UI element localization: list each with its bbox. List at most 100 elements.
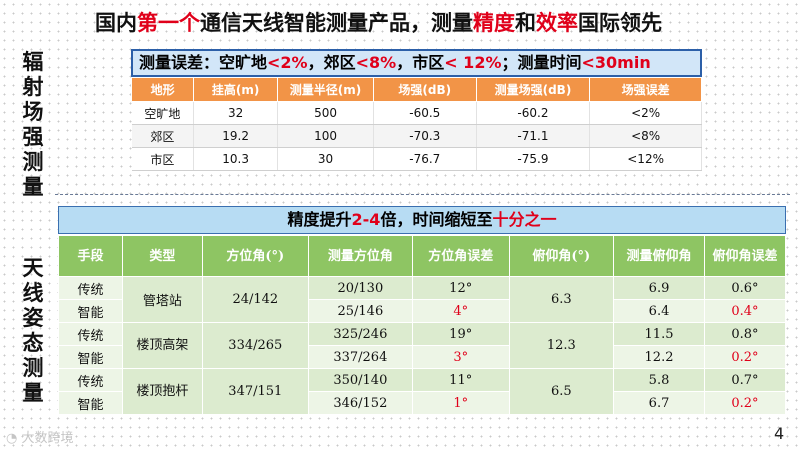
table-row: 智能 25/146 4° 6.4 0.4°: [57, 299, 787, 323]
cell-field: -70.3: [373, 124, 477, 148]
banner-text: ，郊区: [307, 53, 356, 72]
radiation-section-label: 辐射场强测量: [22, 50, 44, 199]
cell-azimuth-error: 3°: [411, 345, 510, 369]
cell-measured-tilt: 6.7: [613, 391, 705, 415]
cell-measured-tilt: 11.5: [613, 322, 705, 346]
watermark: ◔ 大数跨境: [6, 427, 74, 446]
cell-radius: 100: [277, 124, 374, 148]
cell-method: 智能: [57, 345, 124, 369]
cell-radius: 500: [277, 101, 374, 125]
cell-tilt-error: 0.2°: [703, 391, 787, 415]
cell-measured-tilt: 12.2: [613, 345, 705, 369]
attitude-accuracy-banner: 精度提升2-4倍，时间缩短至十分之一: [58, 206, 786, 234]
table-row: 传统 楼顶高架 334/265 325/246 19° 12.3 11.5 0.…: [57, 322, 787, 369]
cell-terrain: 郊区: [131, 124, 195, 148]
cell-tilt-error: 0.7°: [703, 368, 787, 392]
cell-measured-field: -71.1: [476, 124, 591, 148]
watermark-logo-icon: ◔: [6, 431, 18, 446]
cell-tilt: 12.3: [508, 322, 615, 369]
header-cell: 方位角(°): [201, 235, 309, 277]
header-cell: 测量方位角: [307, 235, 413, 277]
slide-title: 国内第一个通信天线智能测量产品，测量精度和效率国际领先: [95, 6, 775, 40]
cell-method: 传统: [57, 276, 124, 300]
cell-type: 楼顶抱杆: [122, 368, 203, 415]
cell-azimuth-error: 1°: [411, 391, 510, 415]
header-cell: 挂高(m): [193, 77, 279, 102]
cell-terrain: 空旷地: [131, 101, 195, 125]
cell-measured-tilt: 6.4: [613, 299, 705, 323]
title-highlight: 精度: [473, 11, 515, 35]
radiation-table-header: 地形 挂高(m) 测量半径(m) 场强(dB) 测量场强(dB) 场强误差: [130, 77, 702, 102]
banner-value: <30min: [581, 53, 651, 72]
cell-field: -60.5: [373, 101, 477, 125]
cell-field-error: <2%: [589, 101, 702, 125]
header-cell: 场强误差: [589, 77, 702, 102]
banner-value: 2-4: [351, 210, 381, 229]
header-cell: 测量场强(dB): [475, 77, 591, 102]
banner-value: 十分之一: [492, 210, 557, 229]
cell-height: 32: [193, 101, 279, 125]
attitude-table: 手段 类型 方位角(°) 测量方位角 方位角误差 俯仰角(°) 测量俯仰角 俯仰…: [57, 235, 787, 415]
cell-azimuth-error: 12°: [411, 276, 510, 300]
cell-azimuth: 334/265: [201, 322, 309, 369]
cell-tilt-error: 0.4°: [703, 299, 787, 323]
banner-text: ；测量时间: [501, 53, 582, 72]
title-text: 国际领先: [578, 11, 662, 35]
cell-measured-field: -60.2: [476, 101, 591, 125]
table-row: 智能 337/264 3° 12.2 0.2°: [57, 345, 787, 369]
cell-azimuth: 347/151: [201, 368, 309, 415]
cell-measured-azimuth: 25/146: [307, 299, 413, 323]
header-cell: 场强(dB): [372, 77, 477, 102]
attitude-table-header: 手段 类型 方位角(°) 测量方位角 方位角误差 俯仰角(°) 测量俯仰角 俯仰…: [57, 235, 787, 277]
cell-measured-field: -75.9: [476, 147, 591, 171]
cell-measured-tilt: 5.8: [613, 368, 705, 392]
banner-value: <2%: [267, 53, 308, 72]
cell-field-error: <8%: [589, 124, 702, 148]
cell-azimuth-error: 19°: [411, 322, 510, 346]
cell-radius: 30: [277, 147, 374, 171]
cell-azimuth-error: 11°: [411, 368, 510, 392]
cell-measured-azimuth: 325/246: [307, 322, 413, 346]
cell-height: 19.2: [193, 124, 279, 148]
page-number: 4: [774, 424, 785, 443]
cell-method: 传统: [57, 368, 124, 392]
title-highlight: 效率: [536, 11, 578, 35]
cell-method: 智能: [57, 391, 124, 415]
table-row: 传统 楼顶抱杆 347/151 350/140 11° 6.5 5.8 0.7°: [57, 368, 787, 415]
cell-measured-azimuth: 20/130: [307, 276, 413, 300]
banner-value: < 12%: [444, 53, 502, 72]
header-cell: 测量俯仰角: [613, 235, 705, 277]
cell-measured-azimuth: 350/140: [307, 368, 413, 392]
title-text: 通信天线智能测量产品，测量: [200, 11, 473, 35]
cell-tilt: 6.3: [508, 276, 615, 323]
table-row: 郊区 19.2 100 -70.3 -71.1 <8%: [131, 124, 702, 148]
cell-field: -76.7: [373, 147, 477, 171]
radiation-error-banner: 测量误差：空旷地<2%，郊区<8%，市区< 12%；测量时间<30min: [131, 49, 702, 77]
cell-type: 楼顶高架: [122, 322, 203, 369]
cell-tilt: 6.5: [508, 368, 615, 415]
header-cell: 俯仰角(°): [508, 235, 615, 277]
header-cell: 地形: [130, 77, 195, 102]
banner-text: ，市区: [396, 53, 445, 72]
header-cell: 测量半径(m): [277, 77, 374, 102]
cell-tilt-error: 0.8°: [703, 322, 787, 346]
watermark-text: 大数跨境: [21, 431, 74, 446]
cell-type: 管塔站: [122, 276, 203, 323]
header-cell: 方位角误差: [411, 235, 510, 277]
cell-terrain: 市区: [131, 147, 195, 171]
cell-field-error: <12%: [589, 147, 702, 171]
title-highlight: 第一个: [137, 11, 200, 35]
table-row: 传统 管塔站 24/142 20/130 12° 6.3 6.9 0.6°: [57, 276, 787, 323]
banner-text: 倍，时间缩短至: [380, 210, 493, 229]
cell-tilt-error: 0.2°: [703, 345, 787, 369]
header-cell: 类型: [122, 235, 203, 277]
attitude-section-label: 天线姿态测量: [22, 256, 44, 405]
radiation-table: 地形 挂高(m) 测量半径(m) 场强(dB) 测量场强(dB) 场强误差 空旷…: [130, 77, 702, 171]
section-divider: [55, 194, 790, 195]
banner-value: <8%: [355, 53, 397, 72]
header-cell: 俯仰角误差: [703, 235, 787, 277]
cell-measured-tilt: 6.9: [613, 276, 705, 300]
cell-azimuth: 24/142: [201, 276, 309, 323]
cell-azimuth-error: 4°: [411, 299, 510, 323]
cell-measured-azimuth: 337/264: [307, 345, 413, 369]
